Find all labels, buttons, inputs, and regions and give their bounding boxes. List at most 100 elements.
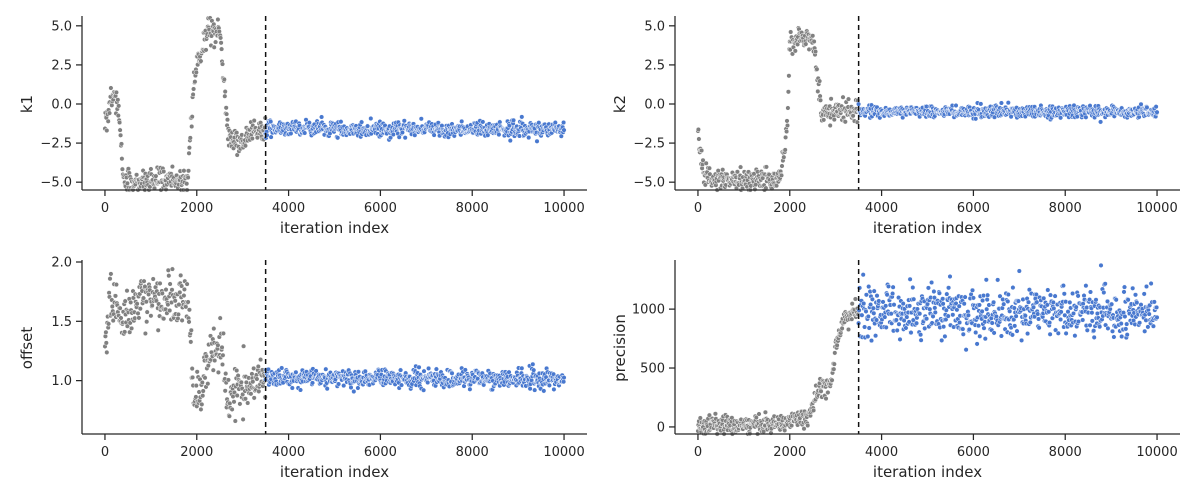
burnin-point (226, 413, 232, 419)
burnin-point (118, 132, 124, 138)
sampled-point (1058, 316, 1064, 323)
burnin-point (834, 342, 840, 348)
sampled-point (433, 366, 439, 372)
burnin-point (224, 111, 230, 117)
sampled-point (939, 337, 945, 343)
burnin-point (831, 366, 837, 372)
burnin-point (234, 392, 240, 399)
burnin-point (221, 76, 227, 82)
burnin-point (198, 406, 204, 412)
burnin-point (134, 172, 140, 178)
sampled-point (1142, 328, 1148, 334)
burnin-point (254, 376, 260, 382)
sampled-point (976, 302, 982, 308)
x-tick-label: 10000 (1136, 445, 1177, 460)
burnin-point (135, 310, 141, 316)
sampled-point (863, 292, 869, 298)
x-tick-label: 2000 (180, 445, 213, 460)
x-tick-label: 8000 (1049, 201, 1082, 216)
sampled-point (561, 127, 567, 133)
burnin-point (186, 307, 192, 313)
sampled-point (1153, 104, 1159, 110)
sampled-point (319, 114, 325, 120)
burnin-point (178, 272, 184, 278)
sampled-point (362, 368, 368, 374)
sampled-point (973, 116, 979, 122)
burnin-point (136, 315, 142, 321)
sampled-point (893, 317, 899, 323)
sampled-point (871, 310, 877, 316)
burnin-point (245, 400, 251, 406)
burnin-point (115, 97, 121, 103)
sampled-point (944, 291, 950, 297)
sampled-point (1019, 337, 1025, 343)
sampled-point (421, 387, 427, 393)
burnin-point (831, 361, 837, 367)
sampled-point (1122, 313, 1128, 320)
sampled-point (1154, 314, 1160, 320)
sampled-point (874, 293, 880, 299)
burnin-point (229, 406, 235, 412)
sampled-point (526, 135, 532, 141)
burnin-point (185, 299, 191, 305)
sampled-point (1098, 119, 1104, 125)
sampled-point (401, 118, 407, 124)
sampled-point (1111, 334, 1117, 340)
y-tick-label: 0 (657, 420, 665, 435)
burnin-point (185, 174, 191, 181)
sampled-point (961, 301, 967, 307)
y-tick-label: 2.0 (51, 256, 72, 271)
scatter-points (695, 25, 1160, 193)
burnin-point (792, 48, 798, 54)
sampled-point (960, 331, 966, 337)
burnin-point (115, 113, 121, 119)
sampled-point (359, 119, 365, 125)
sampled-point (1005, 291, 1011, 298)
sampled-point (936, 290, 942, 296)
burnin-point (222, 93, 228, 99)
y-tick-label: 1.5 (51, 315, 72, 330)
burnin-point (117, 119, 123, 126)
sampled-point (862, 324, 868, 330)
burnin-point (144, 309, 150, 315)
burnin-point (849, 301, 855, 307)
burnin-point (194, 369, 200, 375)
sampled-point (900, 301, 906, 307)
burnin-point (203, 353, 209, 359)
burnin-point (817, 97, 824, 103)
burnin-point (786, 73, 792, 79)
sampled-point (1052, 293, 1058, 299)
sampled-point (355, 369, 361, 375)
burnin-point (849, 316, 855, 322)
sampled-point (989, 320, 995, 326)
burnin-point (695, 126, 701, 133)
sampled-point (365, 123, 371, 129)
burnin-point (202, 375, 208, 381)
sampled-point (496, 132, 502, 138)
burnin-point (148, 313, 154, 319)
sampled-point (1007, 308, 1013, 314)
x-tick-label: 10000 (543, 201, 584, 216)
sampled-point (1118, 321, 1124, 327)
burnin-point (172, 298, 178, 304)
burnin-point (200, 393, 206, 399)
panel-offset: 0 2000 4000 6000 8000 10000 1.0 1.5 2.0 iteration… (18, 256, 587, 481)
burnin-point (219, 46, 225, 52)
sampled-point (335, 135, 341, 141)
y-tick-label: 5.0 (644, 19, 665, 34)
sampled-point (865, 313, 871, 320)
burnin-point (218, 35, 224, 41)
burnin-point (801, 426, 807, 432)
sampled-point (1027, 319, 1033, 325)
burnin-point (763, 164, 769, 170)
sampled-point (530, 361, 536, 367)
sampled-point (974, 341, 980, 347)
sampled-point (1083, 283, 1089, 289)
sampled-point (280, 380, 286, 386)
y-axis-label: k2 (611, 95, 629, 113)
burnin-point (146, 291, 152, 297)
sampled-point (561, 375, 567, 381)
sampled-point (978, 101, 984, 107)
y-tick-label: 0.0 (644, 98, 665, 113)
